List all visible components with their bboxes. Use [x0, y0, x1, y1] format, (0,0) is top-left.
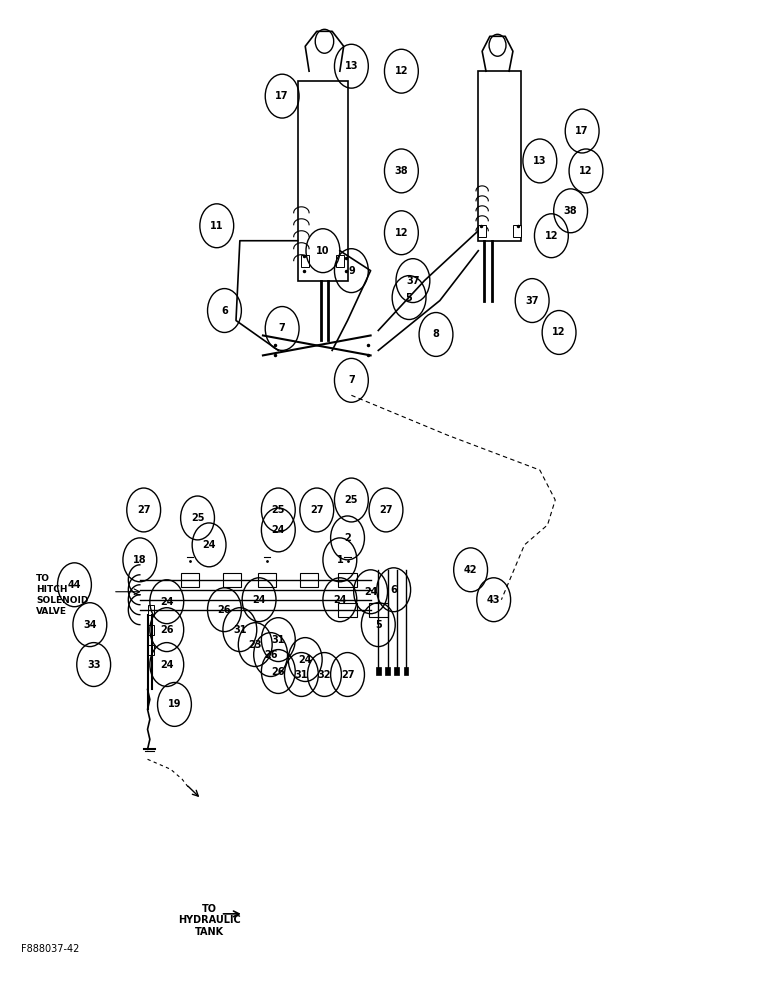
- Text: 9: 9: [348, 266, 355, 276]
- Text: 8: 8: [432, 329, 439, 339]
- Text: 38: 38: [394, 166, 408, 176]
- Text: 31: 31: [295, 670, 308, 680]
- Text: 24: 24: [160, 597, 174, 607]
- Text: 26: 26: [264, 650, 277, 660]
- Bar: [513, 225, 520, 237]
- Text: 17: 17: [575, 126, 589, 136]
- Text: 31: 31: [233, 625, 246, 635]
- Text: 26: 26: [272, 667, 285, 677]
- Bar: [148, 625, 154, 635]
- Text: 24: 24: [333, 595, 347, 605]
- Text: 12: 12: [394, 228, 408, 238]
- Text: 6: 6: [221, 306, 228, 316]
- Bar: [338, 573, 357, 587]
- Text: 33: 33: [87, 660, 100, 670]
- Text: 31: 31: [272, 635, 285, 645]
- Bar: [479, 225, 486, 237]
- Text: 23: 23: [249, 640, 262, 650]
- Bar: [181, 573, 199, 587]
- Text: 24: 24: [272, 525, 285, 535]
- Text: 26: 26: [218, 605, 231, 615]
- Text: 10: 10: [317, 246, 330, 256]
- Text: 27: 27: [340, 670, 354, 680]
- Text: 12: 12: [544, 231, 558, 241]
- Text: 37: 37: [526, 296, 539, 306]
- Text: 18: 18: [133, 555, 147, 565]
- Bar: [404, 667, 408, 675]
- Text: 25: 25: [191, 513, 205, 523]
- Text: 24: 24: [364, 587, 378, 597]
- Text: 27: 27: [137, 505, 151, 515]
- Bar: [394, 667, 399, 675]
- Text: 32: 32: [318, 670, 331, 680]
- Text: 24: 24: [252, 595, 266, 605]
- Text: 27: 27: [310, 505, 323, 515]
- Text: 17: 17: [276, 91, 289, 101]
- Text: 27: 27: [379, 505, 393, 515]
- Text: 26: 26: [160, 625, 174, 635]
- Bar: [301, 255, 309, 267]
- Text: 13: 13: [533, 156, 547, 166]
- Text: 24: 24: [160, 660, 174, 670]
- Text: 24: 24: [202, 540, 216, 550]
- Bar: [376, 667, 381, 675]
- Text: TO
HITCH
SOLENOID
VALVE: TO HITCH SOLENOID VALVE: [36, 574, 88, 616]
- Text: 37: 37: [406, 276, 420, 286]
- Text: 1: 1: [337, 555, 344, 565]
- Text: 44: 44: [68, 580, 81, 590]
- Text: 19: 19: [168, 699, 181, 709]
- Bar: [148, 605, 154, 615]
- Bar: [479, 71, 520, 241]
- Text: 2: 2: [344, 533, 351, 543]
- Text: 12: 12: [579, 166, 593, 176]
- Text: TO
HYDRAULIC
TANK: TO HYDRAULIC TANK: [178, 904, 240, 937]
- Bar: [369, 603, 388, 617]
- Text: 13: 13: [344, 61, 358, 71]
- Text: 25: 25: [344, 495, 358, 505]
- Text: 25: 25: [272, 505, 285, 515]
- Text: F888037-42: F888037-42: [21, 944, 79, 954]
- Text: 12: 12: [552, 327, 566, 337]
- Text: 24: 24: [299, 655, 312, 665]
- Text: 38: 38: [564, 206, 577, 216]
- Text: 5: 5: [406, 293, 412, 303]
- Text: 43: 43: [487, 595, 500, 605]
- Bar: [297, 81, 347, 281]
- Bar: [223, 573, 242, 587]
- Bar: [336, 255, 344, 267]
- Text: 6: 6: [391, 585, 397, 595]
- Text: 5: 5: [375, 620, 381, 630]
- Bar: [338, 603, 357, 617]
- Text: 11: 11: [210, 221, 224, 231]
- Text: 7: 7: [348, 375, 355, 385]
- Text: 12: 12: [394, 66, 408, 76]
- Bar: [148, 645, 154, 655]
- Bar: [258, 573, 276, 587]
- Bar: [300, 573, 318, 587]
- Text: 42: 42: [464, 565, 477, 575]
- Bar: [385, 667, 390, 675]
- Text: 34: 34: [83, 620, 96, 630]
- Text: 7: 7: [279, 323, 286, 333]
